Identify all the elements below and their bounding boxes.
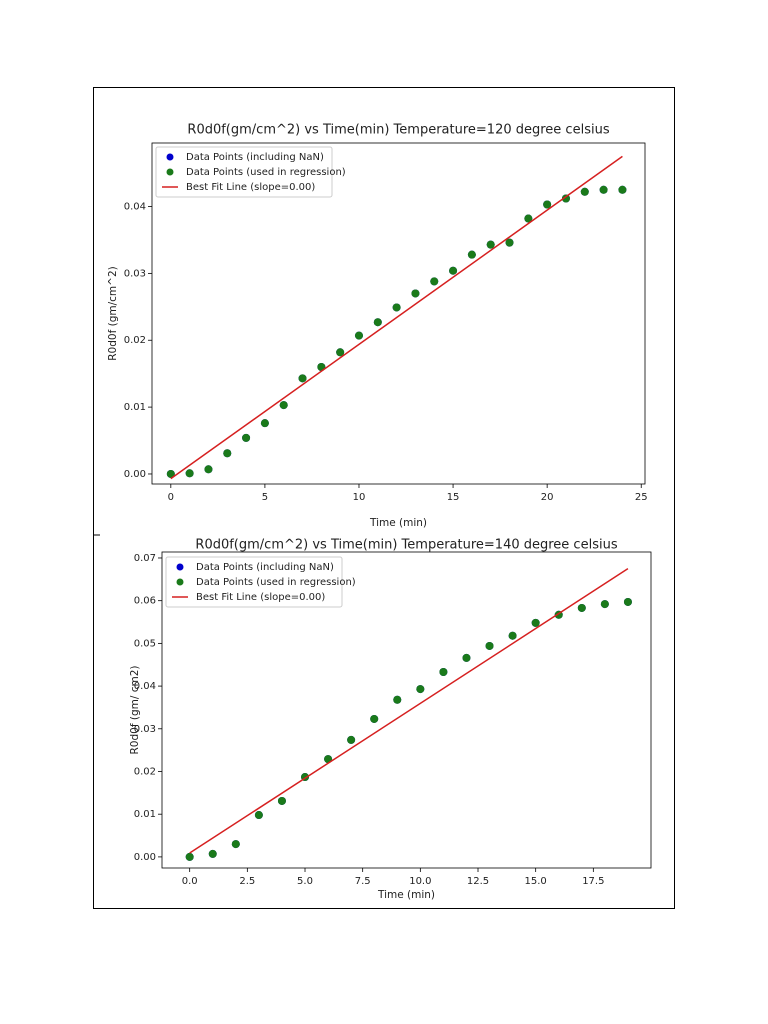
x-tick-label: 17.5 [582, 876, 604, 887]
data-point [411, 289, 420, 298]
data-point [185, 469, 194, 478]
data-point [336, 348, 345, 357]
fit-line [170, 155, 623, 480]
x-tick-label: 2.5 [239, 876, 255, 887]
legend-swatch [166, 153, 174, 161]
data-point [599, 185, 608, 194]
x-axis-label: Time (min) [369, 517, 427, 529]
x-tick-label: 5.0 [297, 876, 313, 887]
data-point [623, 597, 632, 606]
y-tick-label: 0.04 [124, 202, 146, 213]
x-tick-label: 15 [447, 492, 460, 503]
data-point [298, 374, 307, 383]
legend-label: Data Points (including NaN) [186, 152, 324, 163]
data-point [373, 318, 382, 327]
x-tick-label: 0.0 [182, 876, 198, 887]
y-tick-label: 0.05 [134, 638, 156, 649]
data-point [561, 194, 570, 203]
y-tick-label: 0.04 [134, 681, 156, 692]
legend: Data Points (including NaN) Data Points (… [155, 146, 346, 198]
x-tick-label: 10.0 [409, 876, 431, 887]
data-point [524, 214, 533, 223]
data-point [449, 266, 458, 275]
x-tick-label: 20 [541, 492, 554, 503]
data-point [508, 631, 517, 640]
data-point [185, 852, 194, 861]
y-axis-label: R0d0f (gm/cm^2) [107, 266, 119, 360]
legend-label: Best Fit Line (slope=0.00) [186, 182, 315, 193]
legend-label: Data Points (including NaN) [196, 562, 334, 573]
y-tick-label: 0.02 [124, 335, 146, 346]
data-point [416, 685, 425, 694]
data-point [467, 250, 476, 259]
data-point [231, 840, 240, 849]
y-tick-label: 0.00 [134, 852, 156, 863]
data-point [393, 695, 402, 704]
data-point [505, 238, 514, 247]
data-point [486, 240, 495, 249]
x-tick-label: 10 [353, 492, 366, 503]
data-point [485, 641, 494, 650]
y-tick-label: 0.01 [134, 809, 156, 820]
chart-title: R0d0f(gm/cm^2) vs Time(min) Temperature=… [195, 538, 617, 553]
data-point [531, 618, 540, 627]
data-point [462, 653, 471, 662]
data-point [354, 331, 363, 340]
data-point [208, 849, 217, 858]
data-point [166, 469, 175, 478]
y-axis-label: R0d0f (gm/ cm2) [129, 666, 141, 755]
data-point [600, 600, 609, 609]
page-border [93, 87, 675, 909]
data-point [370, 714, 379, 723]
data-point [279, 401, 288, 410]
y-tick-label: 0.01 [124, 402, 146, 413]
data-point [543, 200, 552, 209]
data-point [577, 603, 586, 612]
x-tick-label: 5 [262, 492, 268, 503]
data-point [223, 449, 232, 458]
data-point [439, 667, 448, 676]
data-point [430, 277, 439, 286]
data-point [618, 185, 627, 194]
legend-label: Best Fit Line (slope=0.00) [196, 592, 325, 603]
legend-label: Data Points (used in regression) [186, 167, 346, 178]
y-tick-label: 0.03 [124, 268, 146, 279]
data-point [204, 465, 213, 474]
x-tick-label: 25 [635, 492, 648, 503]
legend: Data Points (including NaN) Data Points (… [165, 556, 356, 608]
x-tick-label: 7.5 [355, 876, 371, 887]
y-tick-label: 0.00 [124, 469, 146, 480]
x-axis-label: Time (min) [377, 889, 435, 901]
data-point [392, 303, 401, 312]
legend-swatch [176, 578, 184, 586]
data-point [347, 735, 356, 744]
data-point [260, 419, 269, 428]
x-tick-label: 0 [168, 492, 174, 503]
data-point [242, 433, 251, 442]
data-point [254, 811, 263, 820]
data-point [277, 796, 286, 805]
legend-swatch [176, 563, 184, 571]
chart-title: R0d0f(gm/cm^2) vs Time(min) Temperature=… [187, 123, 609, 138]
y-tick-label: 0.03 [134, 724, 156, 735]
legend-label: Data Points (used in regression) [196, 577, 356, 588]
x-tick-label: 12.5 [467, 876, 489, 887]
data-point [580, 187, 589, 196]
fit-line [189, 568, 629, 854]
legend-box [155, 146, 333, 198]
x-tick-label: 15.0 [525, 876, 547, 887]
legend-box [165, 556, 343, 608]
legend-swatch [166, 168, 174, 176]
y-tick-label: 0.02 [134, 766, 156, 777]
y-tick-label: 0.07 [134, 553, 156, 564]
y-tick-label: 0.06 [134, 596, 156, 607]
